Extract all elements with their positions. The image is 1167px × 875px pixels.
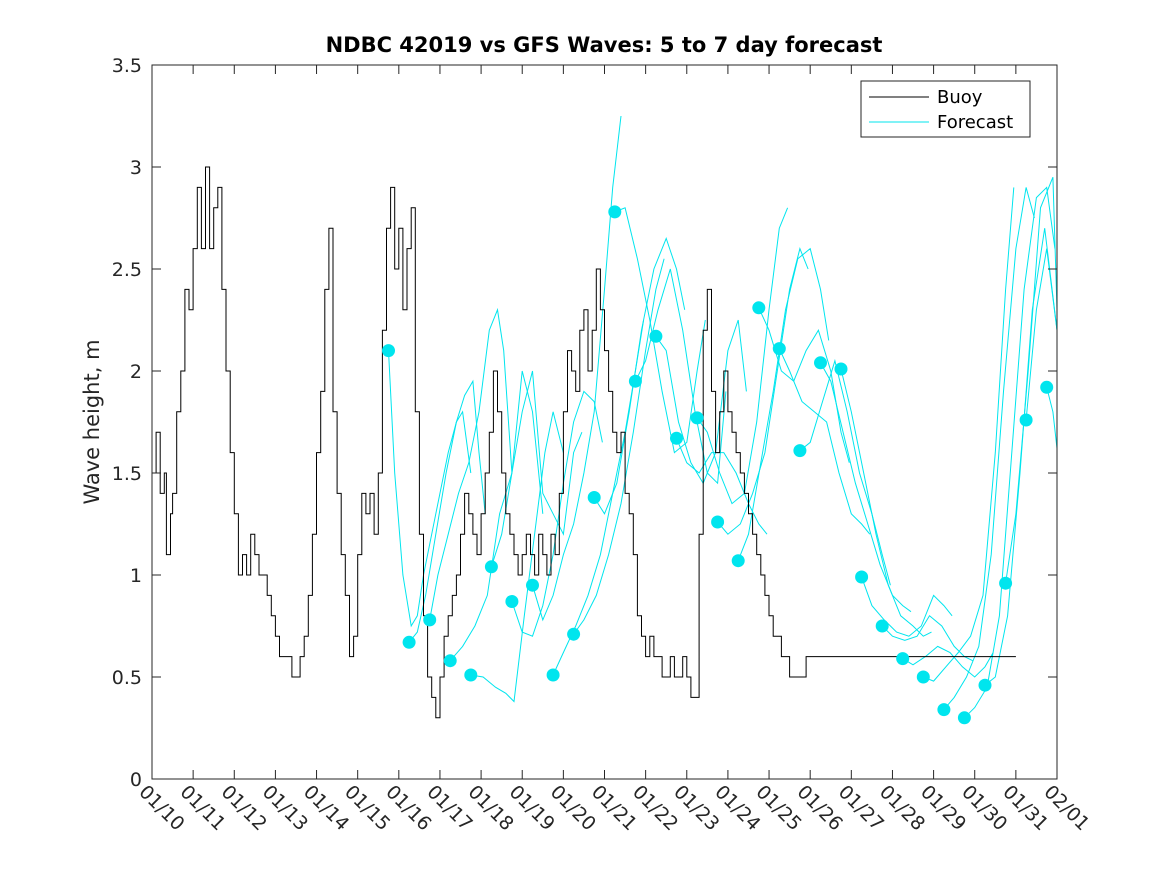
forecast-marker-4: [443, 654, 457, 668]
forecast-line-31: [1005, 177, 1058, 584]
y-axis-label: Wave height, m: [80, 339, 104, 504]
forecast-marker-33: [1040, 380, 1054, 394]
forecast-marker-13: [628, 374, 642, 388]
forecast-line-6: [490, 370, 583, 567]
forecast-line-28: [943, 187, 1035, 710]
forecast-marker-12: [608, 205, 622, 219]
forecast-marker-15: [670, 431, 683, 445]
forecast-marker-30: [978, 678, 992, 692]
forecast-marker-2: [402, 635, 416, 649]
legend-label-buoy: Buoy: [937, 87, 983, 108]
forecast-line-12: [614, 207, 706, 454]
forecast-marker-28: [937, 703, 951, 717]
forecast-marker-10: [567, 627, 581, 641]
forecast-line-19: [758, 307, 850, 463]
forecast-line-25: [881, 615, 973, 662]
forecast-marker-20: [772, 342, 786, 356]
forecast-line-21: [799, 358, 891, 586]
forecast-line-32: [1025, 248, 1058, 421]
y-tick-label: 1.5: [112, 463, 142, 485]
forecast-line-5: [470, 411, 564, 703]
forecast-line-18: [737, 247, 830, 561]
forecast-line-26: [902, 645, 994, 678]
forecast-marker-5: [464, 668, 478, 682]
forecast-marker-3: [423, 613, 437, 627]
forecast-line-27: [923, 187, 1015, 682]
forecast-marker-26: [896, 652, 910, 666]
forecast-marker-6: [484, 560, 498, 574]
forecast-line-7: [511, 390, 603, 637]
forecast-line-33: [1046, 387, 1058, 449]
forecast-marker-27: [916, 670, 930, 684]
forecast-marker-1: [382, 344, 395, 358]
forecast-line-22: [820, 362, 912, 613]
y-tick-label: 0.5: [112, 667, 142, 689]
forecast-line-8: [532, 115, 622, 622]
forecast-line-23: [840, 368, 932, 637]
legend-label-forecast: Forecast: [937, 112, 1013, 133]
y-tick-label: 0: [130, 769, 142, 791]
y-tick-label: 3: [130, 157, 142, 179]
buoy-line: [152, 166, 1016, 719]
forecast-line-3: [429, 307, 513, 620]
forecast-line-20: [778, 348, 871, 535]
forecast-line-29: [964, 186, 1056, 719]
forecast-marker-11: [587, 491, 601, 504]
forecast-marker-9: [546, 668, 560, 682]
forecast-line-11: [593, 236, 686, 515]
forecast-marker-7: [505, 595, 519, 608]
forecast-marker-29: [957, 711, 971, 725]
forecast-marker-25: [875, 619, 889, 633]
forecast-marker-31: [999, 576, 1013, 590]
forecast-marker-17: [711, 515, 725, 529]
forecast-markers: [382, 205, 1054, 725]
forecast-line-10: [573, 258, 665, 635]
forecast-line-2: [408, 379, 486, 643]
legend-box: [860, 80, 1031, 138]
forecast-marker-23: [834, 362, 848, 376]
forecast-marker-32: [1019, 413, 1033, 427]
forecast-lines: [388, 115, 1058, 719]
y-tick-label: 2: [130, 361, 142, 383]
buoy-layer: [152, 166, 1016, 719]
forecast-marker-8: [526, 578, 539, 592]
forecast-line-30: [984, 228, 1058, 686]
legend: Buoy Forecast: [860, 80, 1031, 138]
forecast-line-15: [676, 438, 768, 535]
forecast-marker-22: [814, 356, 827, 370]
forecast-marker-19: [752, 301, 766, 315]
forecast-line-13: [634, 268, 727, 485]
forecast-marker-24: [855, 570, 869, 584]
forecast-marker-18: [731, 554, 745, 568]
y-tick-label: 2.5: [112, 259, 142, 281]
chart-title: NDBC 42019 vs GFS Waves: 5 to 7 day fore…: [326, 33, 883, 57]
forecast-marker-14: [649, 329, 663, 343]
y-tick-label: 1: [130, 565, 142, 587]
forecast-line-24: [861, 576, 953, 637]
forecast-line-4: [449, 370, 544, 662]
forecast-marker-16: [690, 411, 704, 425]
forecast-marker-21: [793, 444, 807, 458]
y-tick-label: 3.5: [112, 55, 142, 77]
